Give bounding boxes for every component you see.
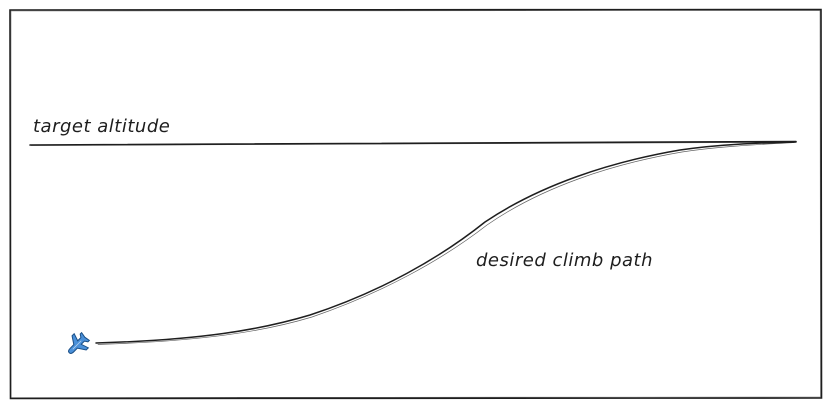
airplane-icon (68, 331, 91, 354)
frame-border (9, 8, 823, 400)
target-altitude-line (29, 140, 797, 146)
climb-path-curve (95, 141, 797, 345)
target-altitude-label: target altitude (33, 116, 170, 137)
climb-path-label: desired climb path (476, 250, 653, 271)
